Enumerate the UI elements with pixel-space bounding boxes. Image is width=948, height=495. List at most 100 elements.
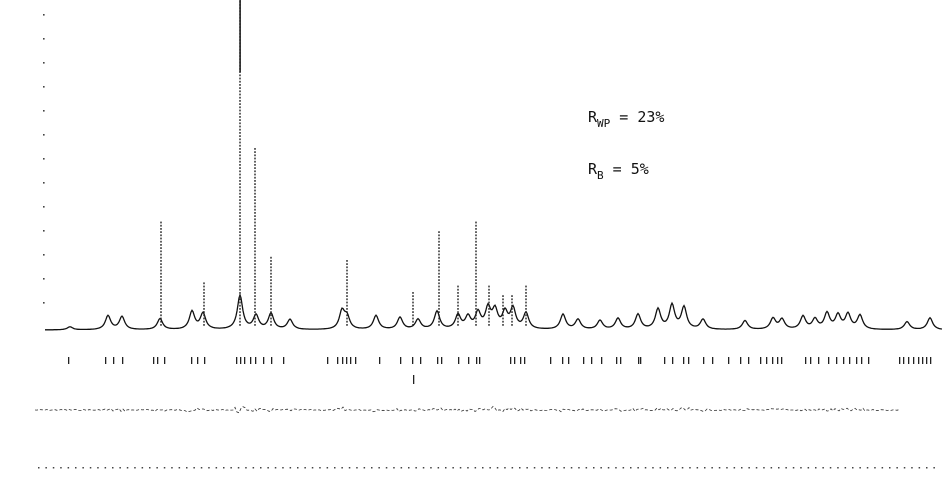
observed-point [270,269,272,272]
observed-point [254,186,256,189]
observed-point [511,320,513,323]
observed-point [488,311,490,313]
reflection-tick [638,357,640,364]
axis-dot [289,467,292,469]
observed-point [346,288,348,291]
observed-point [254,266,256,269]
reflection-tick [818,357,820,364]
reflection-tick [616,357,618,364]
observed-point [488,295,490,297]
reflection-tick [899,357,901,364]
observed-point [254,167,256,169]
rb-annotation: RB = 5% [588,160,649,182]
observed-point [160,298,162,301]
observed-point [346,279,348,281]
reflection-tick [271,357,273,364]
observed-point [239,260,241,262]
reflection-tick [740,357,742,364]
observed-point [239,87,241,89]
observed-point [475,324,477,326]
observed-point [239,186,241,189]
observed-point [239,218,241,221]
observed-point [254,148,256,150]
observed-point [270,320,272,323]
observed-point [254,269,256,272]
observed-point [438,298,440,301]
observed-point [488,308,490,310]
observed-point [239,320,241,323]
observed-point [475,314,477,317]
observed-point [525,324,527,326]
observed-point [438,269,440,272]
observed-point [475,234,477,237]
observed-point [502,295,504,297]
observed-point [239,256,241,259]
reflection-tick [244,357,246,364]
observed-point [160,228,162,230]
observed-point [254,311,256,313]
observed-point [239,237,241,240]
observed-point [475,285,477,288]
observed-point [254,324,256,326]
observed-point [239,176,241,179]
axis-dot [711,467,713,469]
reflection-tick [476,357,478,364]
observed-point [254,170,256,173]
axis-dot [341,467,343,469]
rwp-annotation: RWP = 23% [588,108,665,130]
observed-point [254,320,256,323]
observed-point [203,324,205,326]
observed-point [254,301,256,304]
observed-point [160,308,162,310]
observed-point [254,215,256,217]
axis-dot [134,467,136,469]
observed-point [475,282,477,285]
observed-point [511,317,513,320]
observed-point [239,128,241,131]
observed-point [160,314,162,317]
reflection-tick [204,357,206,364]
observed-point [254,247,256,249]
observed-point [254,260,256,262]
observed-point [239,77,241,80]
axis-dot [43,206,45,208]
observed-point [239,109,241,112]
observed-point [203,320,205,323]
observed-point [475,240,477,243]
reflection-tick [113,357,115,364]
observed-point [438,250,440,253]
observed-point [525,308,527,310]
observed-point [254,237,256,240]
observed-point [457,285,459,288]
observed-point [239,212,241,214]
observed-point [475,301,477,304]
observed-point [239,298,241,301]
axis-dot [149,467,151,469]
observed-point [203,304,205,307]
observed-point [254,231,256,233]
axis-dot [615,467,617,469]
observed-point [239,160,241,163]
observed-point [525,292,527,294]
observed-point [438,304,440,307]
observed-point [438,308,440,310]
observed-point [457,314,459,317]
observed-point [438,314,440,317]
observed-point [488,314,490,317]
axis-dot [408,467,410,469]
axis-dot [400,467,403,469]
observed-point [239,148,241,150]
observed-point [475,295,477,297]
reflection-tick [350,357,352,364]
observed-point [475,288,477,291]
observed-point [346,317,348,320]
axis-dot [245,467,247,469]
axis-dot [889,467,891,469]
axis-dot [193,467,195,469]
observed-point [160,263,162,265]
observed-point [160,282,162,285]
observed-point [438,253,440,256]
observed-point [160,234,162,237]
observed-point [239,189,241,192]
